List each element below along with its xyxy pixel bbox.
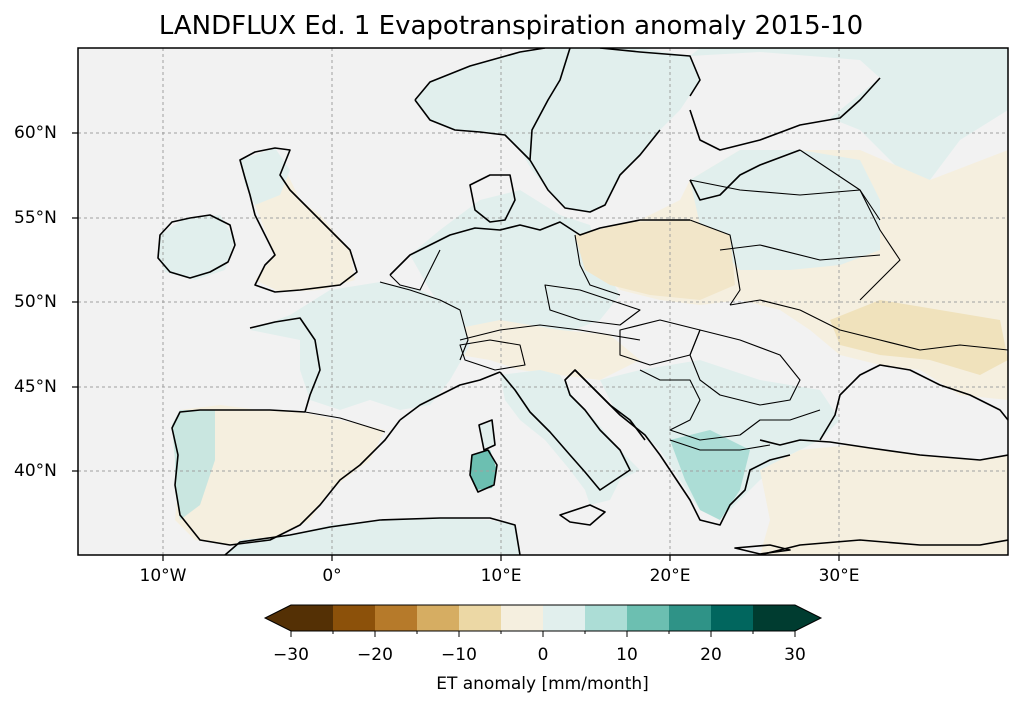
lon-label-30e: 30°E [818, 566, 860, 586]
land-corsica [480, 422, 494, 448]
border-romania [689, 329, 801, 406]
border-baltics [689, 179, 881, 261]
land-ukraine-east [830, 300, 1008, 375]
coast-baltic [689, 149, 801, 201]
colorbar-tick-label: 30 [784, 645, 806, 665]
coast-france-west [249, 317, 321, 413]
coast-med-france [399, 371, 501, 421]
land-scotland [240, 148, 290, 205]
land-finland-russia [690, 48, 1008, 180]
colorbar-segment [501, 605, 544, 631]
border-russia-west [799, 149, 901, 301]
colorbar-segment [333, 605, 376, 631]
land-greece [670, 430, 750, 520]
land-north-africa [225, 518, 520, 555]
colorbar [263, 604, 823, 637]
anomaly-field [158, 48, 1008, 555]
land-alps [450, 320, 640, 380]
colorbar-segment [627, 605, 670, 631]
land-ireland [158, 215, 235, 280]
border-germany-poland [574, 234, 621, 296]
border-hungary [619, 319, 701, 366]
colorbar-segment [543, 605, 586, 631]
lat-label-50n: 50°N [14, 292, 57, 312]
lon-label-0: 0° [322, 566, 342, 586]
border-france-spain [304, 411, 386, 433]
coast-north-sea [389, 219, 690, 276]
borders [304, 149, 1008, 451]
coast-adriatic [574, 369, 671, 471]
coast-corsica [478, 419, 496, 451]
coast-greece [669, 454, 791, 526]
border-balkans [639, 369, 821, 441]
border-ukraine [729, 299, 1008, 351]
coast-finland [689, 77, 881, 151]
land-scandinavia [415, 48, 700, 212]
coast-north-africa [224, 517, 521, 555]
lon-label-10w: 10°W [139, 566, 187, 586]
lon-label-20e: 20°E [649, 566, 691, 586]
coast-crete [734, 544, 791, 555]
gridlines [78, 48, 1008, 555]
coast-aegean-turkey [759, 439, 1008, 461]
colorbar-tick-label: 0 [537, 645, 549, 665]
coast-britain [239, 147, 358, 293]
border-poland-east [689, 219, 741, 306]
lat-label-60n: 60°N [14, 123, 57, 143]
colorbar-segment [669, 605, 712, 631]
border-germany-alps [459, 324, 641, 341]
land-sardinia [470, 450, 497, 490]
land-baltics [690, 150, 880, 270]
border-switzerland [459, 339, 526, 371]
colorbar-tick-label: −30 [273, 645, 309, 665]
coast-scandinavia [414, 48, 701, 213]
colorbar-segment [585, 605, 628, 631]
land-poland [575, 220, 735, 300]
border-czech [544, 284, 641, 326]
lon-label-10e: 10°E [480, 566, 522, 586]
colorbar-tick-label: 20 [700, 645, 722, 665]
coast-denmark [469, 174, 516, 223]
lat-label-40n: 40°N [14, 461, 57, 481]
colorbar-extend-max [795, 605, 821, 631]
colorbar-segment [291, 605, 334, 631]
border-benelux [389, 249, 441, 291]
colorbar-tick-label: −10 [441, 645, 477, 665]
border-greece-north [669, 439, 771, 451]
coast-black-sea [819, 364, 1008, 441]
colorbar-segment [375, 605, 418, 631]
colorbar-segment [459, 605, 502, 631]
land-iberia-west [172, 410, 215, 520]
colorbar-tick-label: 10 [616, 645, 638, 665]
colorbar-tick-label: −20 [357, 645, 393, 665]
coastlines [157, 48, 1008, 555]
land-turkey [760, 445, 1008, 555]
colorbar-segment [417, 605, 460, 631]
land-italy [500, 370, 640, 505]
coast-sardinia [469, 449, 498, 493]
coast-ireland [157, 214, 236, 279]
coast-sicily [559, 504, 606, 526]
colorbar-segment [753, 605, 796, 631]
coast-norway-sweden-border [414, 99, 531, 161]
map-title: LANDFLUX Ed. 1 Evapotranspiration anomal… [158, 11, 864, 41]
colorbar-extend-min [265, 605, 291, 631]
lat-label-55n: 55°N [14, 208, 57, 228]
lat-label-45n: 45°N [14, 377, 57, 397]
land-france [250, 282, 470, 410]
colorbar-segment [711, 605, 754, 631]
coast-iberia [171, 409, 401, 546]
colorbar-label: ET anomaly [mm/month] [436, 674, 649, 694]
coast-turkey-south [759, 539, 1008, 555]
axis-ticks [72, 132, 840, 561]
